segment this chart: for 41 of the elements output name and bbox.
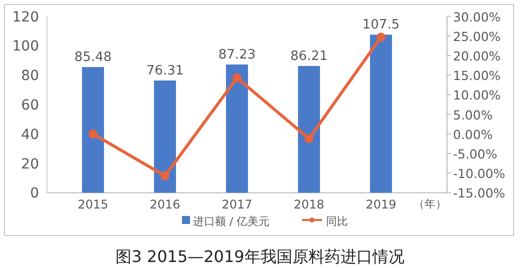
y2-tick-label: 10.00% [453, 88, 501, 103]
bar [154, 80, 176, 193]
y2-tick-label: 20.00% [453, 48, 501, 64]
bar [370, 34, 392, 193]
bar [82, 67, 104, 193]
y-tick-label: 20 [21, 156, 39, 172]
y2-tick-label: -10.00% [453, 166, 506, 182]
x-tick-label: 2018 [294, 198, 324, 212]
data-label: 85.48 [74, 50, 112, 66]
y2-tick-label: 30.00% [453, 9, 501, 24]
point [232, 73, 242, 82]
legend-label: 进口额 / 亿美元 [193, 215, 270, 228]
y-tick-label: 0 [30, 186, 39, 202]
text: 图3 2015—2019年我国原料药进口情况 [116, 247, 404, 266]
data-label: 87.23 [218, 47, 256, 62]
x-tick-label: 2016 [150, 198, 180, 212]
point [304, 134, 314, 144]
y-tick-label: 120 [12, 9, 39, 26]
point [160, 171, 170, 180]
bar [226, 64, 248, 193]
y2-tick-label: 15.00% [453, 68, 501, 84]
y-tick-label: 100 [12, 38, 39, 55]
x-tick-label: 2015 [78, 198, 108, 212]
y-tick-label: 40 [21, 126, 39, 143]
point [88, 129, 98, 138]
point [376, 32, 386, 42]
bar [298, 66, 320, 193]
data-label: 107.5 [362, 18, 400, 33]
y-tick-label: 80 [21, 68, 39, 84]
x-axis-title: （年） [414, 198, 446, 211]
y2-tick-label: 0.00% [453, 126, 493, 142]
y2-tick-label: -15.00% [453, 186, 506, 201]
data-label: 86.21 [290, 48, 328, 64]
x-tick-label: 2019 [366, 198, 396, 212]
data-label: 76.31 [146, 64, 184, 79]
x-tick-label: 2017 [222, 198, 252, 212]
y2-tick-label: 5.00% [453, 107, 493, 122]
y-tick-label: 60 [21, 98, 39, 114]
y2-tick-label: 25.00% [453, 28, 501, 44]
y2-tick-label: -5.00% [453, 146, 498, 162]
legend-label: 同比 [326, 215, 348, 228]
